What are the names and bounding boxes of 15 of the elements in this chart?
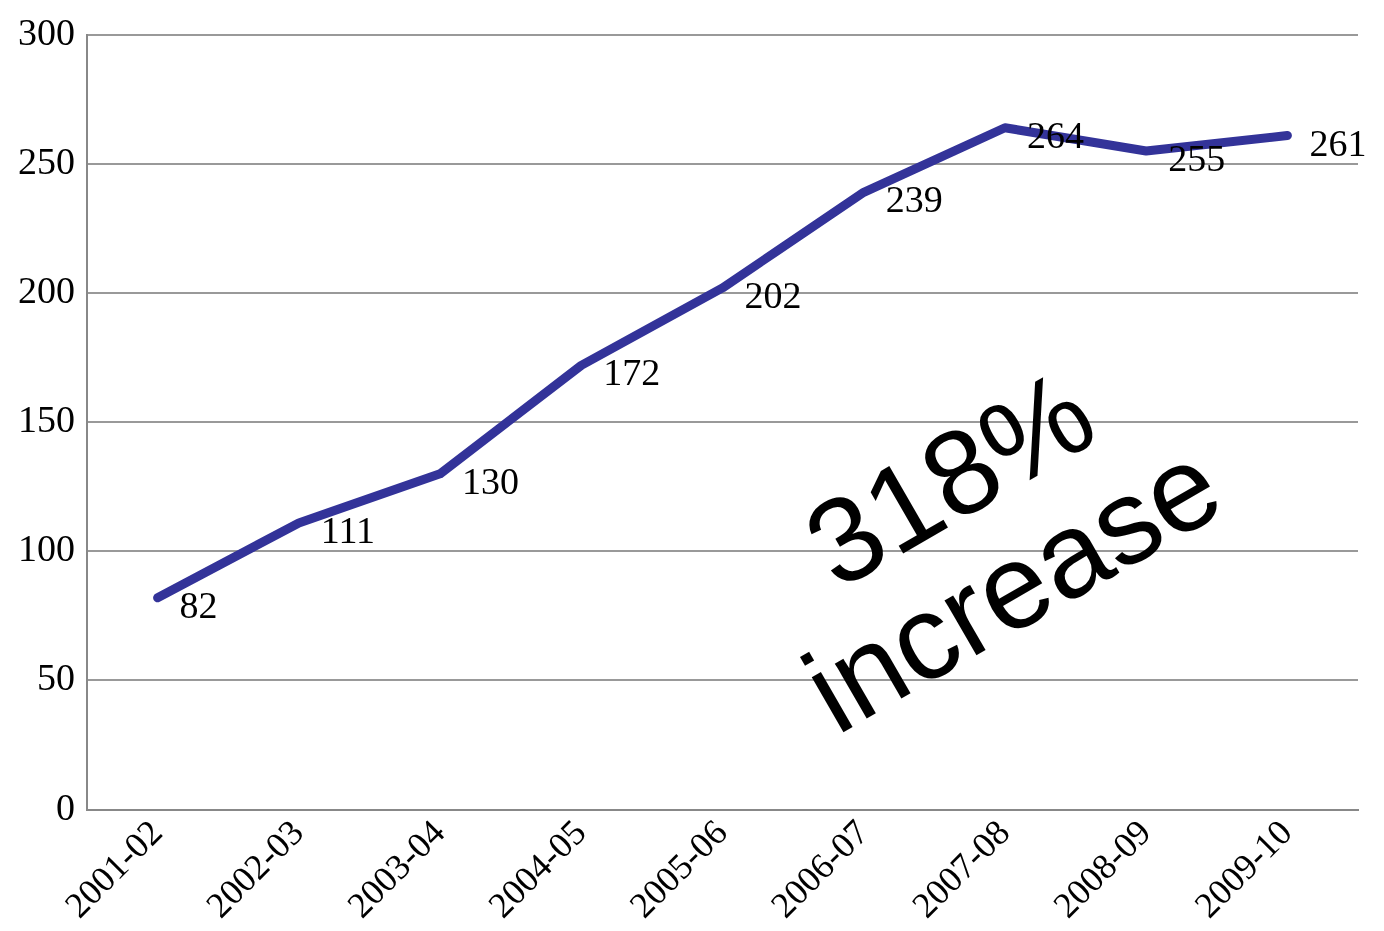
y-tick-label: 300 bbox=[18, 10, 75, 53]
y-tick-label: 100 bbox=[18, 527, 75, 570]
data-label: 255 bbox=[1168, 137, 1226, 180]
y-tick-label: 250 bbox=[18, 139, 75, 182]
y-tick-label: 200 bbox=[18, 269, 75, 312]
y-tick-label: 150 bbox=[18, 398, 75, 441]
data-label: 111 bbox=[320, 508, 376, 551]
data-label: 82 bbox=[179, 583, 218, 626]
data-label: 172 bbox=[603, 351, 661, 394]
y-tick-label: 0 bbox=[56, 785, 75, 828]
y-tick-label: 50 bbox=[37, 656, 75, 699]
data-label: 130 bbox=[462, 459, 520, 502]
data-label: 261 bbox=[1309, 121, 1367, 164]
data-label: 239 bbox=[885, 178, 943, 221]
data-label: 202 bbox=[744, 273, 802, 316]
